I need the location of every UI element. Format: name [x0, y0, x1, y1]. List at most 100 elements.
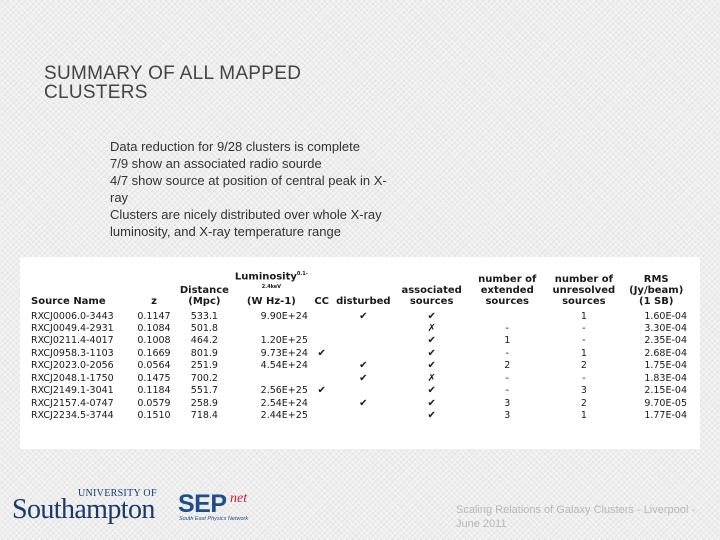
- header-disturbed: disturbed: [336, 295, 391, 307]
- cell-source-name: RXCJ0958.3-1103: [31, 347, 114, 359]
- cell-unresolved: 2: [580, 360, 587, 372]
- cell-rms: 1.60E-04: [644, 310, 687, 322]
- cell-extended: 3: [504, 409, 511, 421]
- cell-source-name: RXCJ2157.4-0747: [31, 397, 114, 409]
- cell-distance: 801.9: [190, 347, 218, 359]
- cell-associated: ✔: [427, 409, 436, 421]
- cell-disturbed: [333, 410, 395, 422]
- cell-cc: [311, 311, 333, 323]
- header-associated: associated sources: [401, 284, 462, 307]
- cell-source-name: RXCJ0049.4-2931: [31, 323, 114, 335]
- cell-cc: [311, 360, 333, 372]
- sepnet-logo-net: net: [230, 491, 248, 506]
- table-row: RXCJ2149.1-3041 0.1184 551.7 2.56E+25 ✔ ✔ - 3 2.…: [28, 385, 690, 397]
- cell-rms: 1.83E-04: [644, 372, 687, 384]
- table-row: RXCJ2023.0-2056 0.0564 251.9 4.54E+24 ✔ ✔ 2 2 1.…: [28, 360, 690, 372]
- cell-distance: 551.7: [190, 385, 218, 397]
- cell-associated: ✔: [427, 385, 436, 397]
- table-header-row: Source Name z Distance (Mpc) Luminosity0…: [28, 269, 690, 311]
- header-rms: RMS (Jy/beam) (1 SB): [629, 273, 684, 307]
- cell-rms: 2.35E-04: [644, 335, 687, 347]
- cell-unresolved: -: [582, 372, 586, 384]
- cell-luminosity: 2.54E+24: [260, 397, 308, 409]
- header-luminosity-label: Luminosity: [234, 271, 297, 283]
- cell-z: 0.0579: [137, 397, 171, 409]
- header-distance: Distance (Mpc): [179, 284, 229, 307]
- cell-unresolved: 3: [580, 385, 587, 397]
- header-luminosity-unit: (W Hz-1): [246, 295, 296, 307]
- cell-source-name: RXCJ0211.4-4017: [31, 335, 114, 347]
- cell-distance: 501.8: [190, 323, 218, 335]
- cell-cc: [311, 373, 333, 385]
- cell-rms: 1.75E-04: [644, 360, 687, 372]
- cell-cc: ✔: [317, 347, 326, 359]
- slide-title: SUMMARY OF ALL MAPPED CLUSTERS: [44, 63, 302, 103]
- cluster-table: Source Name z Distance (Mpc) Luminosity0…: [28, 269, 690, 422]
- cell-extended: 3: [504, 397, 511, 409]
- cell-distance: 700.2: [190, 372, 218, 384]
- bullet-item: Clusters are nicely distributed over who…: [110, 207, 382, 239]
- cell-z: 0.0564: [137, 360, 171, 372]
- cell-luminosity: 2.44E+25: [260, 409, 308, 421]
- cell-z: 0.1008: [137, 335, 171, 347]
- table-row: RXCJ0049.4-2931 0.1084 501.8 ✗ - - 3.30E-04: [28, 323, 690, 335]
- table-row: RXCJ0006.0-3443 0.1147 533.1 9.90E+24 ✔ ✔ 1 1.6…: [28, 311, 690, 323]
- cell-extended: -: [505, 385, 509, 397]
- cell-rms: 3.30E-04: [644, 323, 687, 335]
- cell-cc: [311, 410, 333, 422]
- cell-disturbed: [333, 335, 395, 347]
- cell-distance: 464.2: [190, 335, 218, 347]
- cell-source-name: RXCJ2234.5-3744: [31, 409, 114, 421]
- table-row: RXCJ2048.1-1750 0.1475 700.2 ✔ ✗ - - 1.83E-04: [28, 373, 690, 385]
- cell-unresolved: 1: [580, 347, 587, 359]
- cell-distance: 251.9: [190, 360, 218, 372]
- header-source-name: Source Name: [31, 295, 106, 307]
- cell-associated: ✔: [427, 335, 436, 347]
- cell-associated: ✗: [427, 372, 436, 384]
- table-body: RXCJ0006.0-3443 0.1147 533.1 9.90E+24 ✔ ✔ 1 1.6…: [28, 311, 690, 423]
- bullet-item: 7/9 show an associated radio sourde: [110, 156, 322, 171]
- cell-rms: 2.15E-04: [644, 385, 687, 397]
- southampton-logo-word: Southampton: [12, 494, 155, 525]
- cell-extended: 1: [504, 335, 511, 347]
- cell-cc: [311, 335, 333, 347]
- slide-footer: Scaling Relations of Galaxy Clusters - L…: [456, 504, 696, 530]
- cell-z: 0.1147: [137, 310, 171, 322]
- cell-extended: -: [505, 347, 509, 359]
- table-row: RXCJ0958.3-1103 0.1669 801.9 9.73E+24 ✔ ✔ - 1 2.…: [28, 348, 690, 360]
- cell-disturbed: [333, 385, 395, 397]
- cell-associated: ✗: [427, 323, 436, 335]
- table-row: RXCJ2157.4-0747 0.0579 258.9 2.54E+24 ✔ ✔ 3 2 9.…: [28, 398, 690, 410]
- cell-extended: 2: [504, 360, 511, 372]
- cell-z: 0.1184: [137, 385, 171, 397]
- cell-luminosity: 9.90E+24: [260, 310, 308, 322]
- cell-associated: ✔: [427, 347, 436, 359]
- cell-disturbed: ✔: [359, 310, 368, 322]
- header-extended: number of extended sources: [478, 273, 537, 307]
- header-luminosity: Luminosity0.1-2.4keV (W Hz-1): [232, 269, 311, 311]
- cell-luminosity: [232, 373, 311, 385]
- header-cc: CC: [314, 295, 330, 307]
- cell-rms: 2.68E-04: [644, 347, 687, 359]
- cell-cc: [311, 323, 333, 335]
- cell-disturbed: ✔: [359, 397, 368, 409]
- cell-disturbed: ✔: [359, 372, 368, 384]
- southampton-logo-top: UNIVERSITY OF: [78, 488, 157, 499]
- sepnet-logo-word: SEP: [178, 490, 227, 518]
- cell-associated: ✔: [427, 310, 436, 322]
- cell-source-name: RXCJ2048.1-1750: [31, 372, 114, 384]
- bullet-list: Data reduction for 9/28 clusters is comp…: [110, 138, 400, 240]
- cell-rms: 1.77E-04: [644, 409, 687, 421]
- cell-unresolved: 2: [580, 397, 587, 409]
- cell-z: 0.1475: [137, 372, 171, 384]
- cell-unresolved: 1: [580, 310, 587, 322]
- cell-source-name: RXCJ2023.0-2056: [31, 360, 114, 372]
- cell-distance: 718.4: [190, 409, 218, 421]
- table-row: RXCJ2234.5-3744 0.1510 718.4 2.44E+25 ✔ 3 1 1.7…: [28, 410, 690, 422]
- cell-cc: [311, 398, 333, 410]
- cell-luminosity: 2.56E+25: [260, 385, 308, 397]
- cell-luminosity: [232, 323, 311, 335]
- cell-distance: 258.9: [190, 397, 218, 409]
- bullet-item: 4/7 show source at position of central p…: [110, 173, 387, 205]
- cell-unresolved: 1: [580, 409, 587, 421]
